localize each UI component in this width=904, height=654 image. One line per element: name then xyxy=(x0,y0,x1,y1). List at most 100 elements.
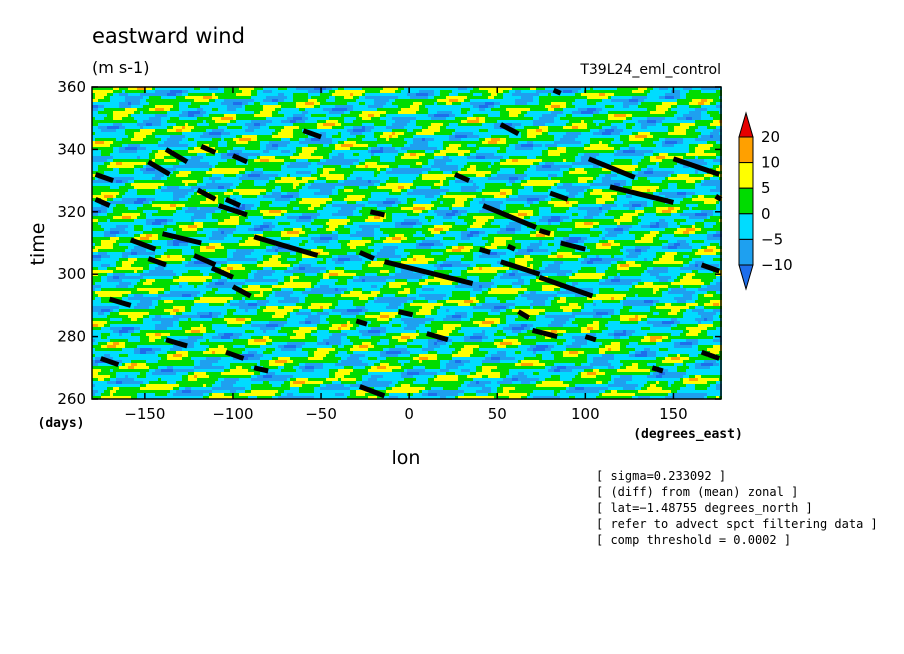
heatmap-cell xyxy=(317,141,320,144)
heatmap-cell xyxy=(248,156,251,159)
heatmap-cell xyxy=(446,120,449,123)
heatmap-cell xyxy=(347,105,350,108)
heatmap-cell xyxy=(326,141,329,144)
heatmap-cell xyxy=(437,144,440,147)
heatmap-cell xyxy=(578,135,581,138)
heatmap-cell xyxy=(683,126,686,129)
heatmap-cell xyxy=(431,96,434,99)
heatmap-cell xyxy=(356,132,359,135)
heatmap-cell xyxy=(359,99,362,102)
heatmap-cell xyxy=(638,93,641,96)
heatmap-cell xyxy=(458,135,461,138)
heatmap-cell xyxy=(368,117,371,120)
heatmap-cell xyxy=(497,147,500,150)
heatmap-cell xyxy=(485,138,488,141)
heatmap-cell xyxy=(617,99,620,102)
heatmap-cell xyxy=(179,150,182,153)
heatmap-cell xyxy=(593,129,596,132)
heatmap-cell xyxy=(191,96,194,99)
heatmap-cell xyxy=(488,93,491,96)
heatmap-cell xyxy=(146,126,149,129)
heatmap-cell xyxy=(107,147,110,150)
heatmap-cell xyxy=(344,90,347,93)
heatmap-cell xyxy=(257,108,260,111)
heatmap-cell xyxy=(431,156,434,159)
heatmap-cell xyxy=(209,144,212,147)
heatmap-cell xyxy=(692,114,695,117)
heatmap-cell xyxy=(380,156,383,159)
heatmap-cell xyxy=(170,123,173,126)
heatmap-cell xyxy=(521,117,524,120)
heatmap-cell xyxy=(617,90,620,93)
heatmap-cell xyxy=(533,135,536,138)
heatmap-cell xyxy=(122,150,125,153)
heatmap-cell xyxy=(95,141,98,144)
heatmap-cell xyxy=(422,126,425,129)
heatmap-cell xyxy=(383,150,386,153)
heatmap-cell xyxy=(248,114,251,117)
heatmap-cell xyxy=(584,153,587,156)
heatmap-cell xyxy=(695,108,698,111)
heatmap-cell xyxy=(668,135,671,138)
heatmap-cell xyxy=(629,114,632,117)
heatmap-cell xyxy=(242,102,245,105)
heatmap-cell xyxy=(200,138,203,141)
heatmap-cell xyxy=(350,153,353,156)
heatmap-cell xyxy=(254,138,257,141)
heatmap-cell xyxy=(563,123,566,126)
heatmap-cell xyxy=(446,141,449,144)
heatmap-cell xyxy=(284,135,287,138)
heatmap-cell xyxy=(512,156,515,159)
heatmap-cell xyxy=(281,117,284,120)
heatmap-cell xyxy=(530,126,533,129)
heatmap-cell xyxy=(281,105,284,108)
heatmap-cell xyxy=(683,120,686,123)
heatmap-cell xyxy=(218,111,221,114)
heatmap-cell xyxy=(158,111,161,114)
heatmap-cell xyxy=(299,153,302,156)
heatmap-cell xyxy=(428,135,431,138)
heatmap-cell xyxy=(296,150,299,153)
heatmap-cell xyxy=(491,120,494,123)
heatmap-cell xyxy=(578,156,581,159)
heatmap-cell xyxy=(392,105,395,108)
heatmap-cell xyxy=(575,105,578,108)
heatmap-cell xyxy=(701,153,704,156)
heatmap-cell xyxy=(647,117,650,120)
heatmap-cell xyxy=(95,120,98,123)
heatmap-cell xyxy=(671,123,674,126)
heatmap-cell xyxy=(170,96,173,99)
heatmap-cell xyxy=(542,153,545,156)
heatmap-cell xyxy=(203,111,206,114)
heatmap-cell xyxy=(206,153,209,156)
heatmap-cell xyxy=(434,144,437,147)
heatmap-cell xyxy=(203,156,206,159)
heatmap-cell xyxy=(629,111,632,114)
heatmap-cell xyxy=(266,144,269,147)
heatmap-cell xyxy=(518,120,521,123)
heatmap-cell xyxy=(299,147,302,150)
heatmap-cell xyxy=(626,123,629,126)
heatmap-cell xyxy=(440,123,443,126)
heatmap-cell xyxy=(170,141,173,144)
heatmap-cell xyxy=(416,150,419,153)
heatmap-cell xyxy=(527,111,530,114)
heatmap-cell xyxy=(539,150,542,153)
heatmap-cell xyxy=(512,144,515,147)
heatmap-cell xyxy=(230,105,233,108)
heatmap-cell xyxy=(113,129,116,132)
heatmap-cell xyxy=(380,99,383,102)
heatmap-cell xyxy=(314,147,317,150)
heatmap-cell xyxy=(296,156,299,159)
heatmap-cell xyxy=(173,120,176,123)
heatmap-cell xyxy=(590,144,593,147)
heatmap-cell xyxy=(557,132,560,135)
heatmap-cell xyxy=(353,129,356,132)
heatmap-cell xyxy=(308,156,311,159)
heatmap-cell xyxy=(323,96,326,99)
heatmap-cell xyxy=(695,117,698,120)
heatmap-cell xyxy=(665,126,668,129)
heatmap-cell xyxy=(209,126,212,129)
heatmap-cell xyxy=(188,99,191,102)
heatmap-cell xyxy=(590,96,593,99)
